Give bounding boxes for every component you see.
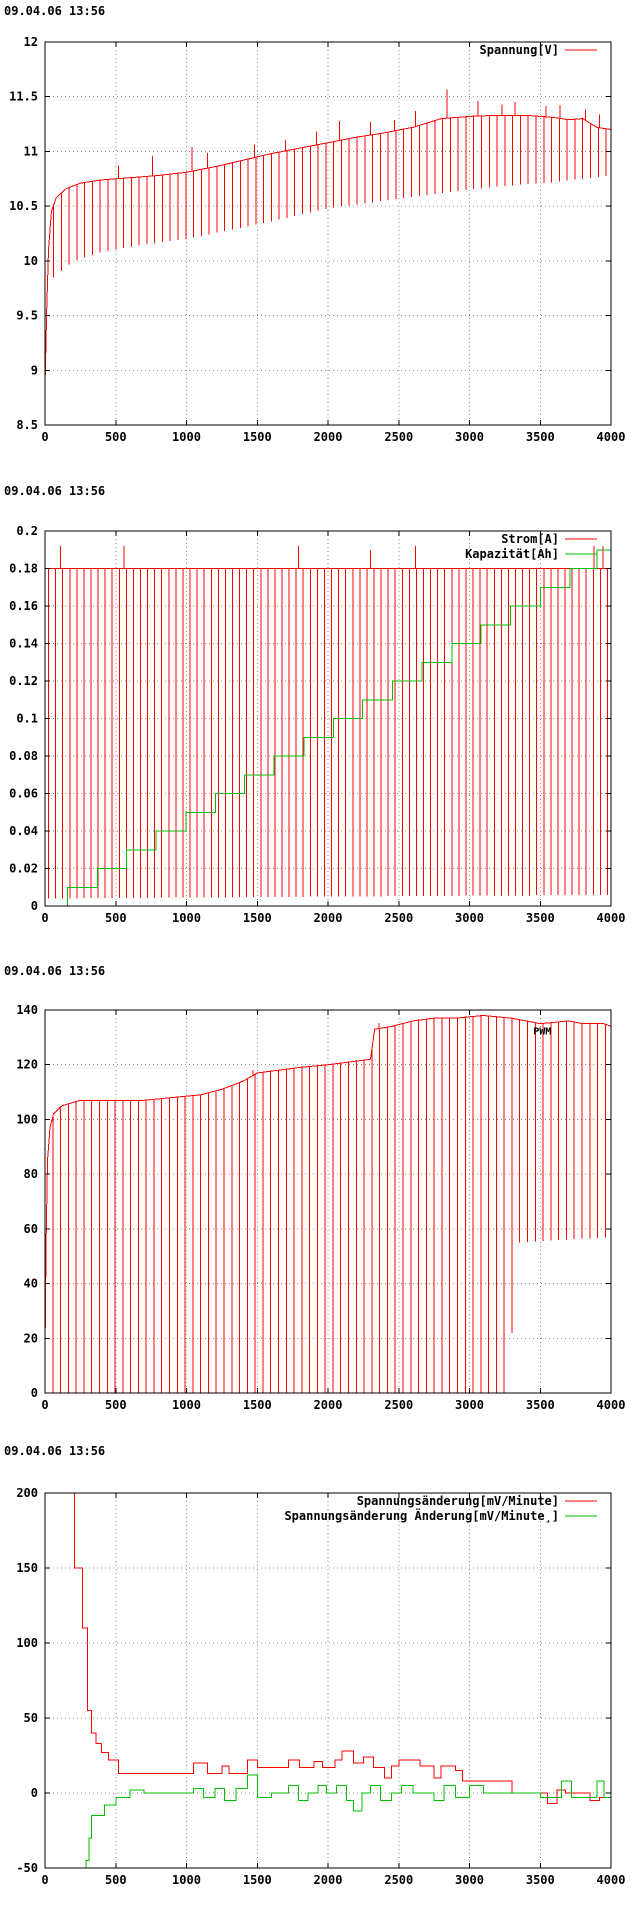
svg-text:500: 500 (105, 1398, 127, 1412)
svg-text:3000: 3000 (455, 1398, 484, 1412)
svg-text:1500: 1500 (243, 911, 272, 925)
svg-text:3500: 3500 (526, 1873, 555, 1887)
svg-text:500: 500 (105, 430, 127, 444)
svg-text:100: 100 (16, 1112, 38, 1126)
svg-text:3000: 3000 (455, 911, 484, 925)
svg-text:0: 0 (41, 911, 48, 925)
svg-text:140: 140 (16, 1003, 38, 1017)
svg-text:1000: 1000 (172, 430, 201, 444)
svg-text:Kapazität[Ah]: Kapazität[Ah] (465, 547, 559, 561)
svg-text:2500: 2500 (384, 1398, 413, 1412)
svg-text:1000: 1000 (172, 1398, 201, 1412)
svg-text:0.08: 0.08 (9, 749, 38, 763)
svg-text:100: 100 (16, 1636, 38, 1650)
svg-text:Spannungsänderung[mV/Minute]: Spannungsänderung[mV/Minute] (357, 1494, 559, 1508)
svg-text:10.5: 10.5 (9, 199, 38, 213)
svg-text:11: 11 (24, 144, 38, 158)
svg-text:8.5: 8.5 (16, 418, 38, 432)
svg-text:2000: 2000 (314, 1873, 343, 1887)
svg-text:9.5: 9.5 (16, 309, 38, 323)
svg-text:80: 80 (24, 1167, 38, 1181)
svg-text:0: 0 (41, 430, 48, 444)
chart-panel-spannung: 09.04.06 13:56 0 500 1000 1500 2000 2500 3000 3… (0, 0, 640, 480)
svg-text:4000: 4000 (597, 1398, 626, 1412)
svg-text:2500: 2500 (384, 1873, 413, 1887)
svg-text:2000: 2000 (314, 430, 343, 444)
svg-text:Spannungsänderung Änderung[mV/: Spannungsänderung Änderung[mV/Minute¸] (284, 1508, 559, 1523)
svg-text:PWM: PWM (533, 1027, 551, 1038)
svg-text:120: 120 (16, 1058, 38, 1072)
svg-text:1500: 1500 (243, 430, 272, 444)
svg-text:4000: 4000 (597, 911, 626, 925)
svg-text:0: 0 (31, 899, 38, 913)
svg-text:500: 500 (105, 1873, 127, 1887)
svg-text:3000: 3000 (455, 430, 484, 444)
svg-text:Spannung[V]: Spannung[V] (480, 43, 559, 57)
timestamp: 09.04.06 13:56 (4, 4, 106, 18)
svg-text:1500: 1500 (243, 1873, 272, 1887)
timestamp: 09.04.06 13:56 (4, 964, 106, 978)
svg-text:3500: 3500 (526, 430, 555, 444)
svg-text:1000: 1000 (172, 911, 201, 925)
svg-text:0.02: 0.02 (9, 862, 38, 876)
svg-text:0.1: 0.1 (16, 712, 38, 726)
svg-text:0: 0 (41, 1398, 48, 1412)
svg-text:2500: 2500 (384, 430, 413, 444)
svg-text:0.18: 0.18 (9, 562, 38, 576)
svg-text:4000: 4000 (597, 430, 626, 444)
svg-text:3500: 3500 (526, 911, 555, 925)
svg-text:0.06: 0.06 (9, 787, 38, 801)
svg-text:20: 20 (24, 1331, 38, 1345)
svg-text:200: 200 (16, 1486, 38, 1500)
svg-text:40: 40 (24, 1277, 38, 1291)
svg-text:60: 60 (24, 1222, 38, 1236)
svg-text:-50: -50 (16, 1861, 38, 1875)
svg-text:0.16: 0.16 (9, 599, 38, 613)
svg-text:0.12: 0.12 (9, 674, 38, 688)
svg-text:0.14: 0.14 (9, 637, 38, 651)
svg-text:50: 50 (24, 1711, 38, 1725)
svg-text:0: 0 (31, 1786, 38, 1800)
svg-text:12: 12 (24, 35, 38, 49)
svg-text:0.04: 0.04 (9, 824, 38, 838)
svg-text:11.5: 11.5 (9, 90, 38, 104)
svg-text:2000: 2000 (314, 1398, 343, 1412)
svg-text:150: 150 (16, 1561, 38, 1575)
spannungsaenderung-chart: 0 500 1000 1500 2000 2500 3000 3500 4000-5005010… (16, 1486, 626, 1887)
svg-text:3000: 3000 (455, 1873, 484, 1887)
timestamp: 09.04.06 13:56 (4, 1444, 106, 1458)
svg-text:0.2: 0.2 (16, 524, 38, 538)
chart-panel-pwm: 09.04.06 13:56 0 500 1000 1500 2000 2500 3000 3… (0, 960, 640, 1440)
svg-text:9: 9 (31, 363, 38, 377)
svg-text:1000: 1000 (172, 1873, 201, 1887)
svg-text:4000: 4000 (597, 1873, 626, 1887)
svg-text:10: 10 (24, 254, 38, 268)
spannung-chart: 0 500 1000 1500 2000 2500 3000 3500 4000 8.5 9 9.5 1… (9, 35, 626, 444)
svg-text:1500: 1500 (243, 1398, 272, 1412)
pwm-chart: 0 500 1000 1500 2000 2500 3000 3500 4000 0 20 40 60 8… (16, 1003, 626, 1412)
svg-text:500: 500 (105, 911, 127, 925)
svg-text:0: 0 (31, 1386, 38, 1400)
svg-text:Strom[A]: Strom[A] (501, 532, 559, 546)
svg-text:3500: 3500 (526, 1398, 555, 1412)
timestamp: 09.04.06 13:56 (4, 484, 106, 498)
chart-panel-strom-kapazitaet: 09.04.06 13:56 0 500 1000 1500 2000 2500 3000 3… (0, 480, 640, 960)
svg-text:0: 0 (41, 1873, 48, 1887)
svg-text:2500: 2500 (384, 911, 413, 925)
svg-text:2000: 2000 (314, 911, 343, 925)
strom-kapazitaet-chart: 0 500 1000 1500 2000 2500 3000 3500 4000 0 0.02 0.0… (9, 524, 626, 925)
chart-panel-spannungsaenderung: 09.04.06 13:56 0 500 1000 1500 2000 2500 3000 3… (0, 1440, 640, 1920)
